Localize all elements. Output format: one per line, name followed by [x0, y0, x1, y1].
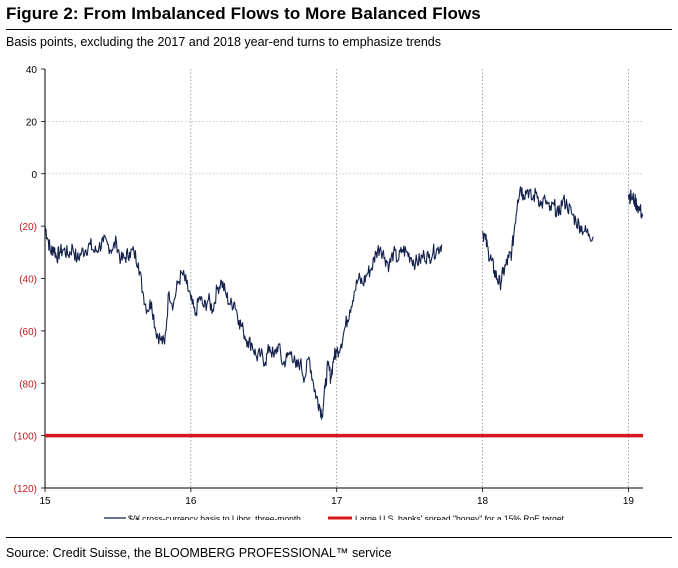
footer-rule: [6, 537, 672, 538]
y-tick-label: (120): [14, 484, 37, 495]
figure-title: Figure 2: From Imbalanced Flows to More …: [6, 4, 481, 23]
basis-line-segment-2: [482, 186, 594, 291]
basis-line-segment-3: [627, 189, 644, 219]
x-tick-label: 15: [39, 496, 51, 507]
chart-grid: [45, 69, 643, 488]
y-tick-label: (60): [19, 327, 37, 338]
x-tick-label: 16: [185, 496, 197, 507]
y-tick-label: (40): [19, 275, 37, 286]
y-tick-label: 40: [26, 65, 38, 76]
y-axis-ticks: 40 20 0 (20) (40) (60) (80) (100) (120): [14, 65, 45, 495]
x-tick-label: 18: [477, 496, 489, 507]
basis-line-segment-1: [44, 225, 443, 420]
basis-series: [44, 186, 644, 420]
legend-label-basis: $/¥ cross-currency basis to Libor, three…: [128, 514, 301, 521]
y-tick-label: 20: [26, 117, 38, 128]
legend-label-bogey: Large U.S. banks' spread "bogey" for a 1…: [355, 514, 565, 521]
y-tick-label: (20): [19, 222, 37, 233]
basis-chart: 40 20 0 (20) (40) (60) (80) (100) (120) 15 16 17 18…: [14, 65, 644, 521]
x-axis-ticks: 15 16 17 18 19: [39, 488, 634, 507]
chart-axes: [44, 69, 643, 489]
figure-subtitle: Basis points, excluding the 2017 and 201…: [6, 35, 441, 49]
source-note: Source: Credit Suisse, the BLOOMBERG PRO…: [6, 546, 392, 560]
chart-legend: $/¥ cross-currency basis to Libor, three…: [104, 514, 565, 521]
y-tick-label: (100): [14, 432, 37, 443]
title-rule: [6, 29, 672, 30]
x-tick-label: 17: [331, 496, 343, 507]
x-tick-label: 19: [623, 496, 635, 507]
y-tick-label: (80): [19, 379, 37, 390]
y-tick-label: 0: [31, 170, 37, 181]
